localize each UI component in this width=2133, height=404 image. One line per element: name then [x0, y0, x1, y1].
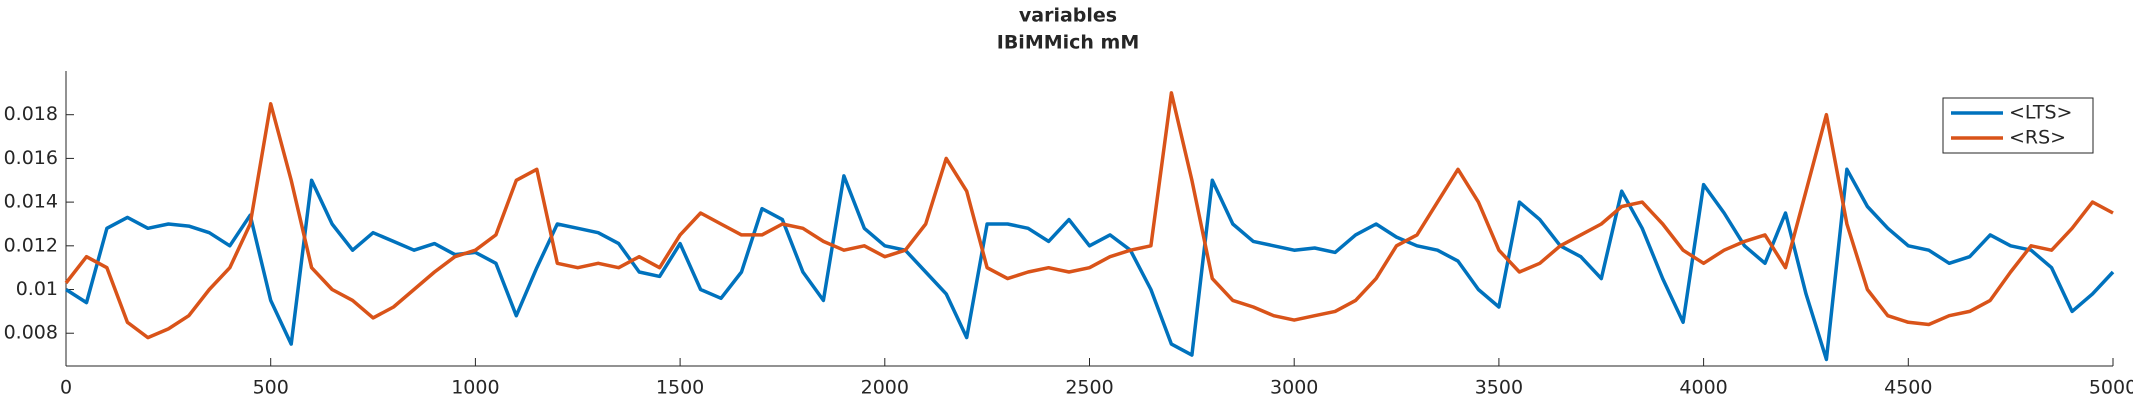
- legend-label: <LTS>: [2009, 102, 2072, 124]
- chart-subtitle: IBiMMich mM: [997, 32, 1140, 54]
- y-tick-label: 0.018: [4, 103, 58, 125]
- y-tick-label: 0.012: [4, 234, 58, 256]
- y-tick-label: 0.008: [4, 322, 58, 344]
- line-series: [64, 91, 2114, 340]
- legend-box: [1942, 97, 2094, 154]
- x-tick-label: 2000: [861, 377, 909, 399]
- x-tick-label: 4500: [1884, 377, 1932, 399]
- x-tick-label: 1000: [451, 377, 499, 399]
- x-tick-label: 0: [60, 377, 72, 399]
- y-tick-label: 0.014: [4, 191, 58, 213]
- y-tick-label: 0.016: [4, 147, 58, 169]
- y-tick-label: 0.01: [16, 278, 58, 300]
- x-tick-label: 2500: [1065, 377, 1113, 399]
- x-tick-label: 3000: [1270, 377, 1318, 399]
- x-tick-label: 4000: [1679, 377, 1727, 399]
- chart-title: variables: [1019, 5, 1117, 27]
- x-tick-label: 1500: [656, 377, 704, 399]
- legend-label: <RS>: [2009, 127, 2066, 149]
- x-tick-label: 5000: [2089, 377, 2133, 399]
- x-tick-label: 3500: [1475, 377, 1523, 399]
- x-tick-label: 500: [253, 377, 289, 399]
